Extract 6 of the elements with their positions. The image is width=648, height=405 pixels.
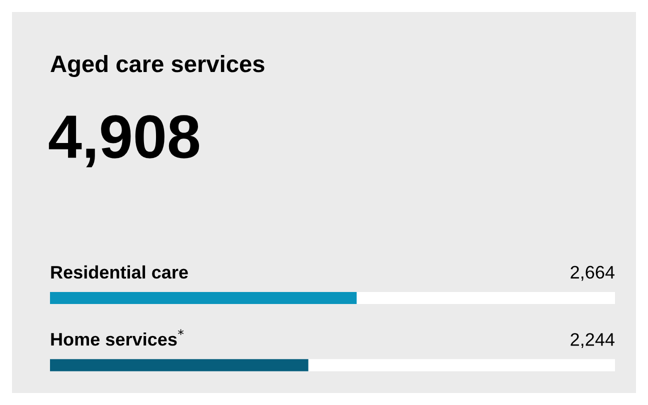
data-label: 2,244: [570, 333, 614, 348]
y-tick-label: Residential care: [51, 265, 188, 279]
chart-subtitle: 4,908: [48, 115, 200, 168]
chart-title: Aged care services: [50, 54, 264, 78]
data-label: 2,664: [570, 266, 614, 281]
y-tick-label: Home services$^{*}$: [51, 329, 184, 346]
